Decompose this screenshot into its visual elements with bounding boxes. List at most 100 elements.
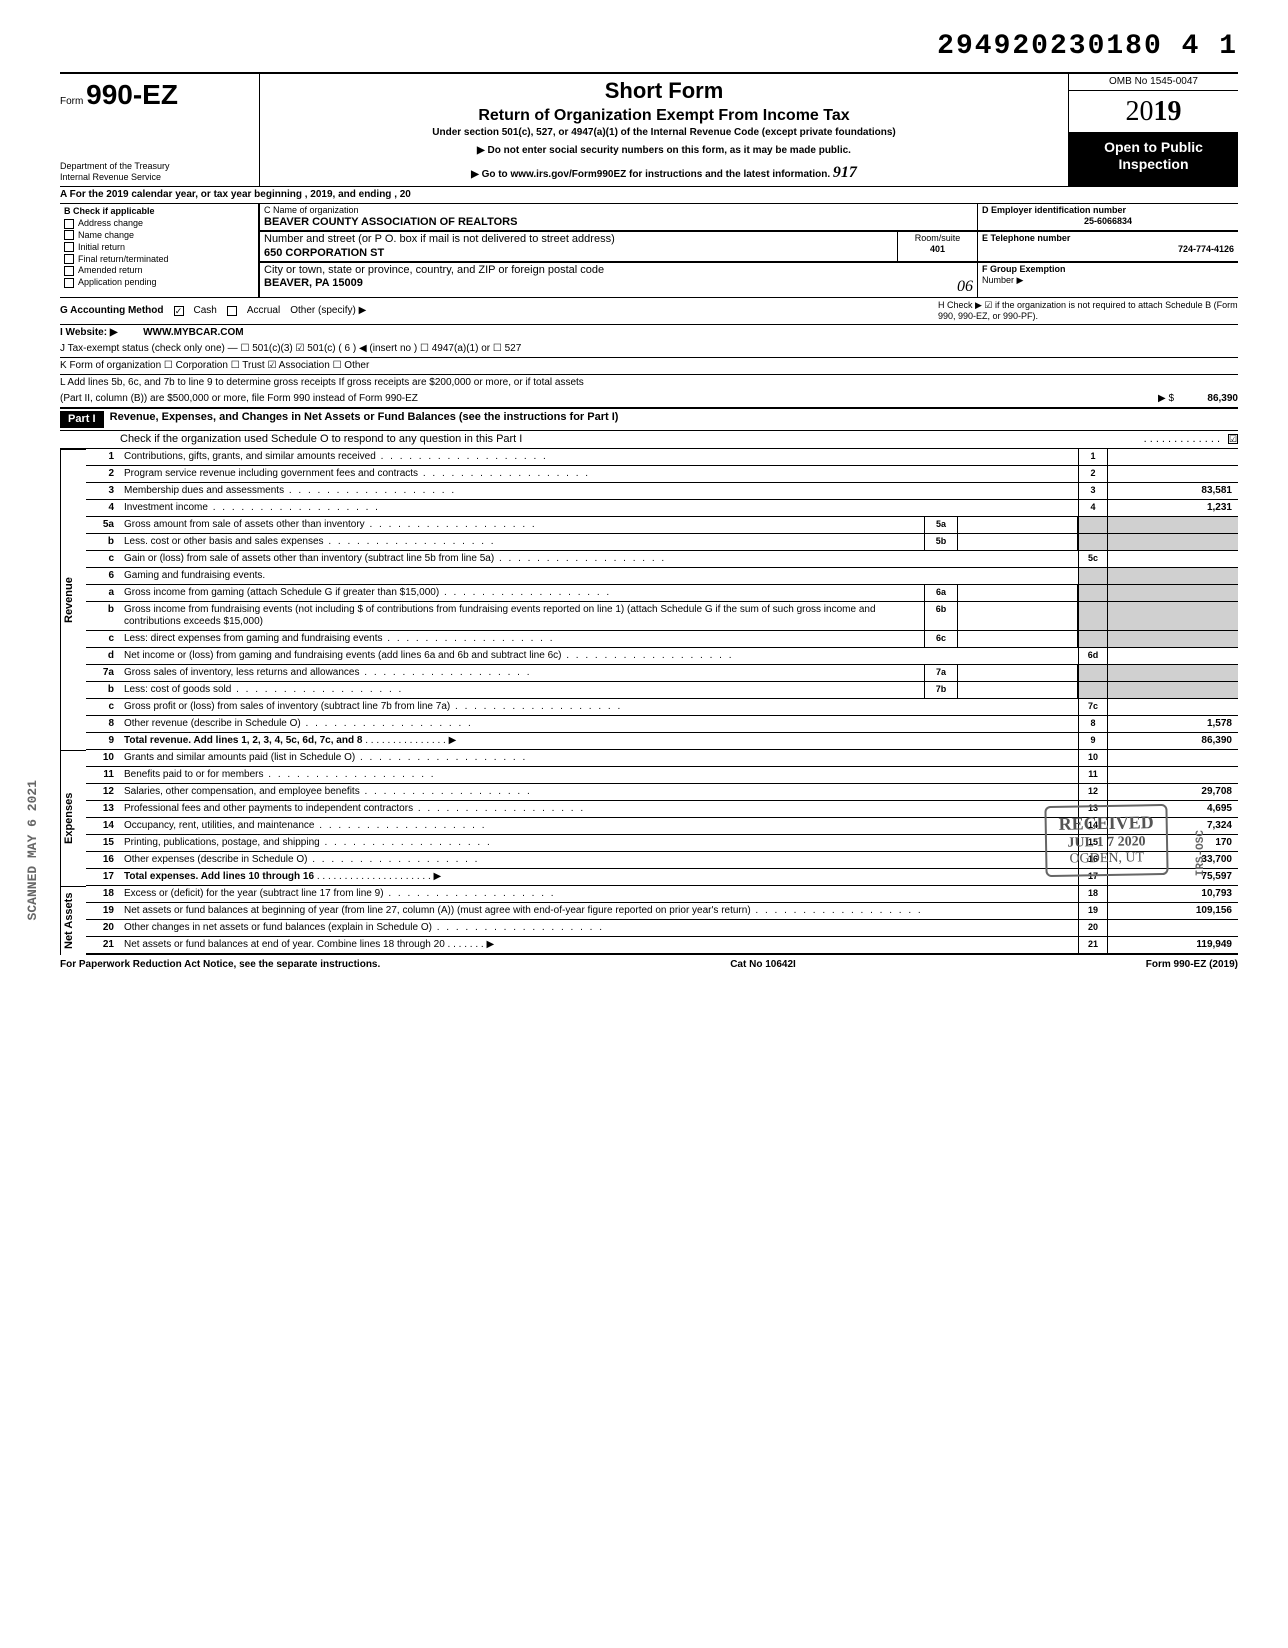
room: 401 <box>902 244 973 255</box>
row-17-val: 75,597 <box>1108 869 1238 885</box>
row-10-desc: Grants and similar amounts paid (list in… <box>120 750 1078 766</box>
row-16-desc: Other expenses (describe in Schedule O) <box>120 852 1078 868</box>
row-18-desc: Excess or (deficit) for the year (subtra… <box>120 886 1078 902</box>
part1-check-line: Check if the organization used Schedule … <box>120 433 522 446</box>
line-l1: L Add lines 5b, 6c, and 7b to line 9 to … <box>60 375 1238 391</box>
tel: 724-774-4126 <box>982 244 1234 255</box>
part1-schedule-o-checkbox[interactable]: ☑ <box>1228 434 1238 444</box>
subtitle: Return of Organization Exempt From Incom… <box>268 106 1060 125</box>
row-2-num: 2 <box>1078 466 1108 482</box>
street: 650 CORPORATION ST <box>264 247 893 260</box>
line-a: A For the 2019 calendar year, or tax yea… <box>60 187 1238 204</box>
footer-center: Cat No 10642I <box>730 959 796 971</box>
city-label: City or town, state or province, country… <box>264 264 973 277</box>
cb-pending[interactable] <box>64 278 74 288</box>
tel-label: E Telephone number <box>982 233 1234 244</box>
cb-accrual-label: Accrual <box>247 305 280 317</box>
row-16-val: 33,700 <box>1108 852 1238 868</box>
row-8-desc: Other revenue (describe in Schedule O) <box>120 716 1078 732</box>
cb-name[interactable] <box>64 230 74 240</box>
part1-title: Revenue, Expenses, and Changes in Net As… <box>110 411 619 428</box>
row-21-num: 21 <box>1078 937 1108 953</box>
row-1-num: 1 <box>1078 449 1108 465</box>
cb-final[interactable] <box>64 254 74 264</box>
row-6a-sub: 6a <box>924 585 958 601</box>
col-b-title: B Check if applicable <box>64 206 254 217</box>
group-label: F Group Exemption <box>982 264 1234 275</box>
row-5a-desc: Gross amount from sale of assets other t… <box>120 517 924 533</box>
row-6c-desc: Less: direct expenses from gaming and fu… <box>120 631 924 647</box>
cb-address-label: Address change <box>78 218 143 229</box>
cb-initial[interactable] <box>64 242 74 252</box>
row-2-desc: Program service revenue including govern… <box>120 466 1078 482</box>
line-i-value: WWW.MYBCAR.COM <box>143 327 244 339</box>
ein-label: D Employer identification number <box>982 205 1234 216</box>
row-6-desc: Gaming and fundraising events. <box>120 568 1078 584</box>
row-11-desc: Benefits paid to or for members <box>120 767 1078 783</box>
row-12-num: 12 <box>1078 784 1108 800</box>
street-label: Number and street (or P O. box if mail i… <box>264 233 893 246</box>
row-6b-sub: 6b <box>924 602 958 630</box>
line-j: J Tax-exempt status (check only one) — ☐… <box>60 343 1238 355</box>
scanned-side: SCANNED MAY 6 2021 <box>25 780 41 920</box>
row-6a-desc: Gross income from gaming (attach Schedul… <box>120 585 924 601</box>
row-17-num: 17 <box>1078 869 1108 885</box>
footer-right: Form 990-EZ (2019) <box>1146 959 1238 971</box>
cb-address[interactable] <box>64 219 74 229</box>
inspection-2: Inspection <box>1071 156 1236 173</box>
row-6b-desc: Gross income from fundraising events (no… <box>120 602 924 630</box>
part1-tag: Part I <box>60 411 104 428</box>
row-21-val: 119,949 <box>1108 937 1238 953</box>
dln: 294920230180 4 1 <box>937 30 1238 64</box>
row-15-desc: Printing, publications, postage, and shi… <box>120 835 1078 851</box>
line-g-label: G Accounting Method <box>60 305 164 317</box>
row-16-num: 16 <box>1078 852 1108 868</box>
stamp-side: IRS-OSC <box>1195 830 1208 876</box>
ein: 25-6066834 <box>982 216 1234 227</box>
row-13-desc: Professional fees and other payments to … <box>120 801 1078 817</box>
cb-initial-label: Initial return <box>78 242 125 253</box>
cb-other-label: Other (specify) ▶ <box>290 305 366 317</box>
row-7c-num: 7c <box>1078 699 1108 715</box>
row-11-num: 11 <box>1078 767 1108 783</box>
city: BEAVER, PA 15009 <box>264 277 363 296</box>
line-l2: (Part II, column (B)) are $500,000 or mo… <box>60 393 418 405</box>
line-l-arrow: ▶ $ <box>1158 393 1174 404</box>
line-k: K Form of organization ☐ Corporation ☐ T… <box>60 360 1238 372</box>
row-18-num: 18 <box>1078 886 1108 902</box>
row-17-desc: Total expenses. Add lines 10 through 16 <box>124 871 314 882</box>
row-5c-val <box>1108 551 1238 567</box>
cb-accrual[interactable] <box>227 306 237 316</box>
row-12-val: 29,708 <box>1108 784 1238 800</box>
row-15-num: 15 <box>1078 835 1108 851</box>
tab-expenses: Expenses <box>60 750 86 886</box>
row-21-desc: Net assets or fund balances at end of ye… <box>124 939 445 950</box>
group-label2: Number ▶ <box>982 275 1234 286</box>
row-20-num: 20 <box>1078 920 1108 936</box>
row-15-val: 170 <box>1108 835 1238 851</box>
cb-pending-label: Application pending <box>78 277 157 288</box>
line-i-label: I Website: ▶ <box>60 327 118 339</box>
cb-cash[interactable]: ✓ <box>174 306 184 316</box>
row-14-desc: Occupancy, rent, utilities, and maintena… <box>120 818 1078 834</box>
inspection-1: Open to Public <box>1071 139 1236 156</box>
row-2-val <box>1108 466 1238 482</box>
row-7c-desc: Gross profit or (loss) from sales of inv… <box>120 699 1078 715</box>
row-17-arrow: ▶ <box>434 871 442 882</box>
cb-cash-label: Cash <box>194 305 217 317</box>
row-18-val: 10,793 <box>1108 886 1238 902</box>
row-8-num: 8 <box>1078 716 1108 732</box>
line-h: H Check ▶ ☑ if the organization is not r… <box>938 300 1238 322</box>
subline: Under section 501(c), 527, or 4947(a)(1)… <box>268 127 1060 139</box>
hand-oo: 06 <box>957 277 973 296</box>
form-prefix: Form <box>60 96 83 107</box>
cb-name-label: Name change <box>78 230 134 241</box>
tab-revenue: Revenue <box>60 449 86 750</box>
row-7b-desc: Less: cost of goods sold <box>120 682 924 698</box>
row-1-desc: Contributions, gifts, grants, and simila… <box>120 449 1078 465</box>
row-19-val: 109,156 <box>1108 903 1238 919</box>
handwritten-917: 917 <box>833 164 857 181</box>
row-4-desc: Investment income <box>120 500 1078 516</box>
row-14-val: 7,324 <box>1108 818 1238 834</box>
cb-amended[interactable] <box>64 266 74 276</box>
